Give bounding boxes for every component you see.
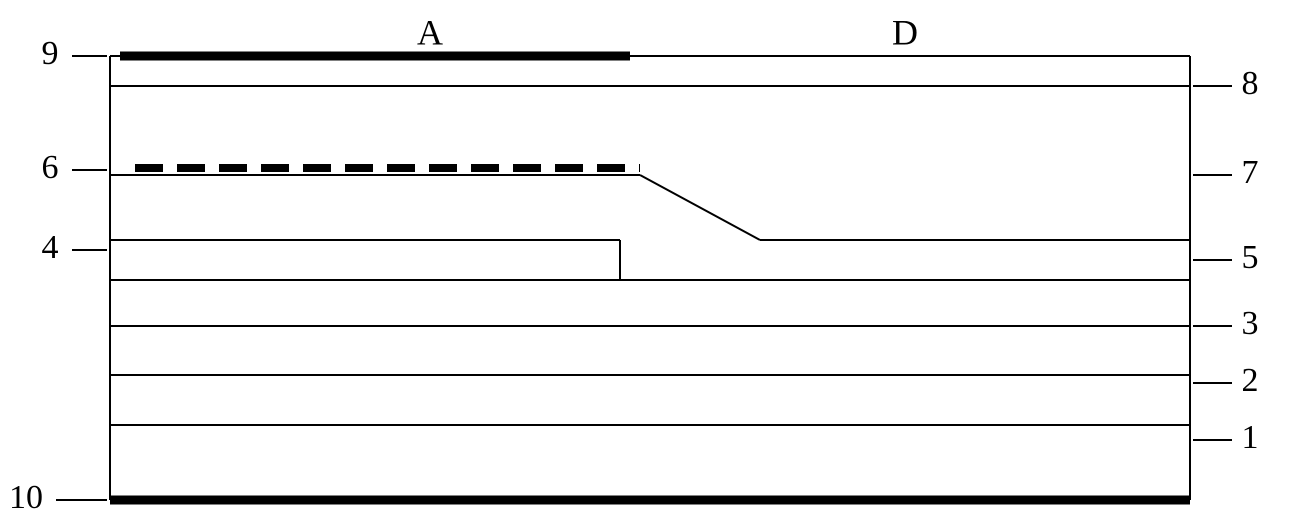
label-right-5: 5 [1242, 239, 1259, 276]
label-ticks-group [56, 56, 1232, 500]
labels-text-group: 9 6 4 10 8 7 5 3 2 1 [9, 35, 1259, 516]
thin-lines-group [110, 56, 1190, 500]
label-left-4: 4 [42, 229, 59, 266]
cross-section-svg: 96410875321 AD [0, 0, 1294, 518]
label-left-10: 10 [9, 479, 43, 516]
label-left-9: 9 [42, 35, 59, 72]
top-labels-group: AD [417, 12, 918, 52]
line-h_7_slope [640, 175, 760, 240]
label-right-8: 8 [1242, 65, 1259, 102]
label-right-3: 3 [1242, 305, 1259, 342]
region-label-D: D [892, 12, 918, 52]
label-right-1: 1 [1242, 419, 1259, 456]
label-right-2: 2 [1242, 362, 1259, 399]
label-right-7: 7 [1242, 154, 1259, 191]
label-left-6: 6 [42, 149, 59, 186]
region-label-A: A [417, 12, 443, 52]
thick-electrodes-group [110, 56, 1190, 500]
